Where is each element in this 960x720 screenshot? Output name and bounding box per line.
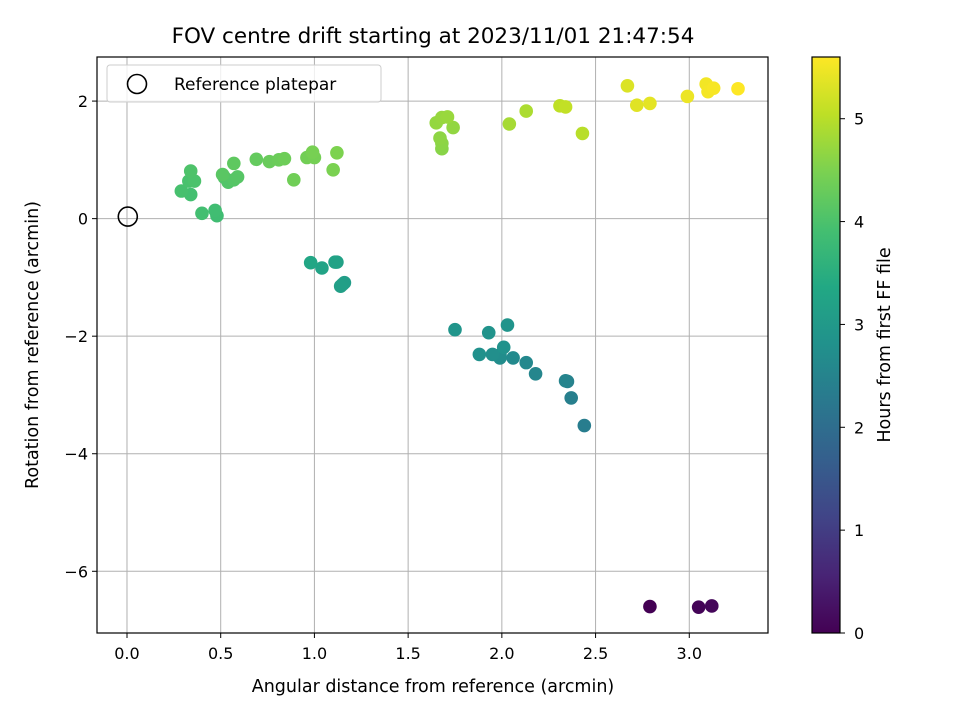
data-point (485, 347, 500, 362)
data-point (502, 117, 517, 131)
data-point (195, 206, 209, 221)
data-point (433, 131, 447, 145)
colorbar-tick-label: 5 (854, 110, 864, 129)
x-axis-label: Angular distance from reference (arcmin) (252, 677, 615, 697)
x-tick-label: 0.5 (208, 644, 233, 663)
data-point (472, 347, 487, 362)
data-point (558, 374, 573, 388)
data-point (506, 351, 520, 365)
colorbar-tick-label: 1 (854, 521, 864, 540)
grid (97, 57, 768, 633)
colorbar (811, 56, 841, 634)
data-point (691, 600, 706, 614)
legend-marker (126, 73, 148, 95)
data-point (440, 110, 455, 124)
x-tick-label: 3.0 (677, 644, 702, 663)
data-point (305, 145, 320, 160)
colorbar-tick-label: 2 (854, 418, 864, 437)
data-point (326, 163, 340, 177)
data-point (620, 79, 635, 93)
data-point (287, 173, 301, 187)
data-point (330, 146, 344, 160)
data-point (643, 599, 657, 614)
axis-ticks: 0.0 0.5 1.0 1.5 2.0 2.5 3.0 −6 −4 −2 0 2 (64, 92, 702, 663)
data-point (315, 261, 329, 275)
data-point (558, 100, 573, 114)
data-point (704, 599, 719, 613)
y-tick-label: −6 (64, 562, 88, 581)
data-point (519, 355, 534, 370)
reference-marker (117, 206, 139, 227)
data-point (564, 391, 578, 405)
data-point (230, 170, 245, 184)
chart-title: FOV centre drift starting at 2023/11/01 … (172, 24, 695, 49)
data-point (519, 104, 534, 118)
data-points (174, 77, 745, 614)
data-point (333, 279, 348, 294)
legend-label: Reference platepar (174, 75, 336, 95)
x-tick-label: 1.5 (395, 644, 420, 663)
colorbar-label: Hours from first FF file (875, 247, 895, 442)
data-point (575, 126, 590, 141)
data-point (680, 89, 695, 104)
data-point (448, 322, 462, 337)
data-point (446, 120, 460, 135)
colorbar-ticks: 0 1 2 3 4 5 (840, 110, 864, 643)
x-tick-label: 0.0 (114, 644, 139, 663)
x-tick-label: 2.5 (583, 644, 608, 663)
data-point (731, 81, 745, 96)
y-tick-label: −2 (64, 327, 88, 346)
data-point (215, 167, 230, 182)
plot-frame (96, 56, 769, 634)
x-tick-label: 1.0 (302, 644, 327, 663)
x-tick-label: 2.0 (489, 644, 514, 663)
y-tick-label: 0 (78, 210, 88, 229)
data-point (174, 184, 189, 198)
data-point (528, 367, 543, 381)
y-tick-label: −4 (64, 445, 88, 464)
y-axis-label: Rotation from reference (arcmin) (23, 201, 43, 489)
colorbar-tick-label: 0 (854, 624, 864, 643)
data-point (577, 418, 592, 433)
colorbar-tick-label: 4 (854, 213, 864, 232)
legend-box (106, 64, 382, 103)
data-point (706, 81, 721, 95)
data-point (183, 164, 198, 178)
y-tick-label: 2 (78, 92, 88, 111)
colorbar-tick-label: 3 (854, 315, 864, 334)
data-point (643, 96, 657, 111)
data-point (500, 318, 515, 332)
data-point (328, 255, 342, 269)
legend: Reference platepar (106, 64, 382, 103)
data-point (481, 325, 496, 340)
data-point (303, 255, 318, 270)
data-point (629, 98, 644, 112)
data-point (249, 152, 264, 167)
data-point (277, 151, 292, 166)
data-point (227, 156, 241, 171)
data-point (496, 340, 511, 355)
data-point (208, 203, 222, 218)
